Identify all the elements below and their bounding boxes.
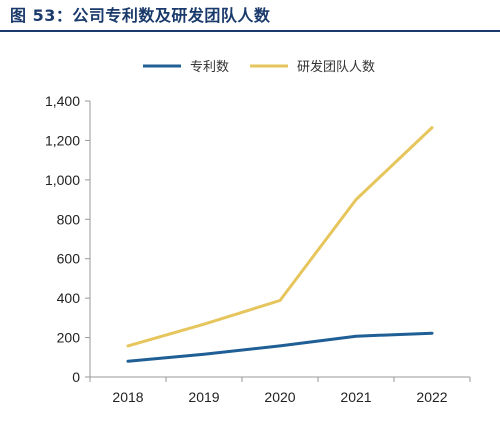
y-tick-label: 200 — [57, 330, 81, 346]
y-tick-label: 1,000 — [45, 172, 80, 188]
legend-label-2: 研发团队人数 — [297, 59, 375, 75]
series-group — [126, 126, 434, 363]
y-tick-label: 1,400 — [45, 93, 80, 109]
x-tick-label: 2020 — [264, 389, 295, 405]
y-tick-label: 800 — [57, 211, 81, 227]
x-tick-label: 2018 — [112, 389, 143, 405]
y-tick-label: 600 — [57, 251, 81, 267]
x-tick-label: 2019 — [188, 389, 219, 405]
legend-label-1: 专利数 — [190, 60, 229, 75]
y-tick-label: 400 — [57, 290, 81, 306]
legend: 专利数 研发团队人数 — [143, 59, 375, 75]
y-tick-label: 0 — [72, 369, 80, 385]
x-tick-label: 2022 — [416, 389, 447, 405]
figure-title: 图 53：公司专利数及研发团队人数 — [10, 6, 271, 25]
x-tick-label: 2021 — [340, 389, 371, 405]
title-underline — [0, 30, 500, 32]
y-tick-label: 1,200 — [45, 132, 80, 148]
series-line-2 — [126, 126, 434, 348]
series-line-1 — [126, 331, 434, 363]
axes: 0 200 400 600 800 1,000 1,200 1,400 2018 2019 2020… — [45, 93, 471, 405]
